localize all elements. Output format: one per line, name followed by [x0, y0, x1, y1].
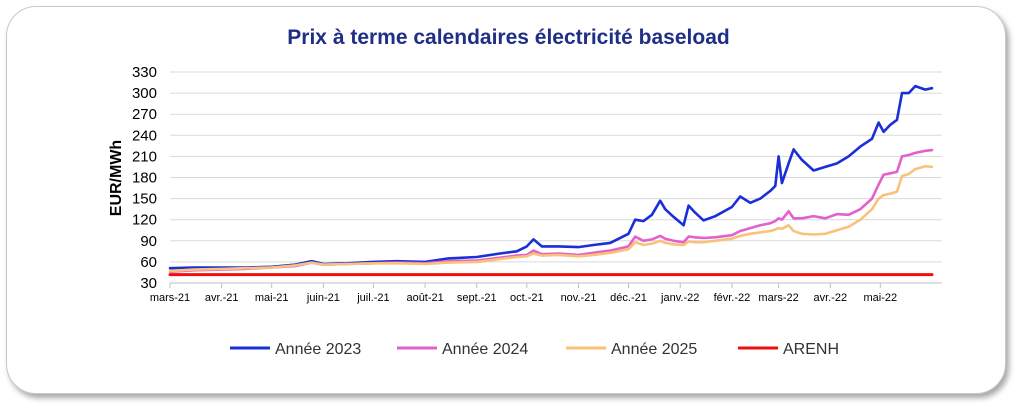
x-tick-label: janv.-22 [660, 292, 699, 304]
y-axis-ticks: 30 60 90 120 150 180 210 240 270 300 330 [132, 64, 157, 292]
x-tick-label: mars-22 [758, 292, 798, 304]
x-tick-label: déc.-21 [610, 292, 647, 304]
y-tick-label-120: 120 [132, 212, 157, 229]
grid-lines [170, 71, 942, 284]
legend-label-2: Année 2024 [442, 341, 528, 358]
x-tick-label: avr.-21 [205, 292, 239, 304]
x-tick-label: mai-22 [863, 292, 897, 304]
x-tick-label: juil.-21 [356, 292, 389, 304]
x-tick-label: nov.-21 [561, 292, 597, 304]
x-tick-label: mai-21 [255, 292, 289, 304]
chart-card [6, 6, 1006, 394]
y-tick-label-240: 240 [132, 127, 157, 144]
x-tick-label: févr.-22 [714, 292, 751, 304]
x-tick-label: mars-21 [150, 292, 190, 304]
y-tick-label-300: 300 [132, 85, 157, 102]
x-axis: mars-21 avr.-21 mai-21 juin-21 juil.-21 août-… [150, 282, 942, 304]
x-tick-label: juin-21 [306, 292, 340, 304]
x-tick-label: août-21 [406, 292, 443, 304]
y-tick-label-330: 330 [132, 64, 157, 81]
y-tick-label-210: 210 [132, 148, 157, 165]
y-tick-label-150: 150 [132, 191, 157, 208]
x-tick-label: sept.-21 [457, 292, 497, 304]
y-tick-label-270: 270 [132, 106, 157, 123]
y-tick-label-180: 180 [132, 170, 157, 187]
y-tick-label-90: 90 [140, 233, 157, 250]
y-tick-label-60: 60 [140, 254, 157, 271]
x-tick-label: oct.-21 [510, 292, 544, 304]
legend-label-4: ARENH [783, 341, 839, 358]
legend-label-1: Année 2023 [275, 341, 361, 358]
series-line-1 [168, 84, 934, 270]
legend-label-3: Année 2025 [611, 341, 697, 358]
y-axis-label: EUR/MWh [108, 140, 125, 216]
series-lines [168, 84, 934, 277]
x-tick-label: avr.-22 [813, 292, 847, 304]
series-line-3 [168, 164, 934, 273]
chart-title: Prix à terme calendaires électricité bas… [287, 26, 730, 49]
y-tick-label-30: 30 [140, 275, 157, 292]
legend: Année 2023 Année 2024 Année 2025 ARENH [230, 341, 839, 358]
